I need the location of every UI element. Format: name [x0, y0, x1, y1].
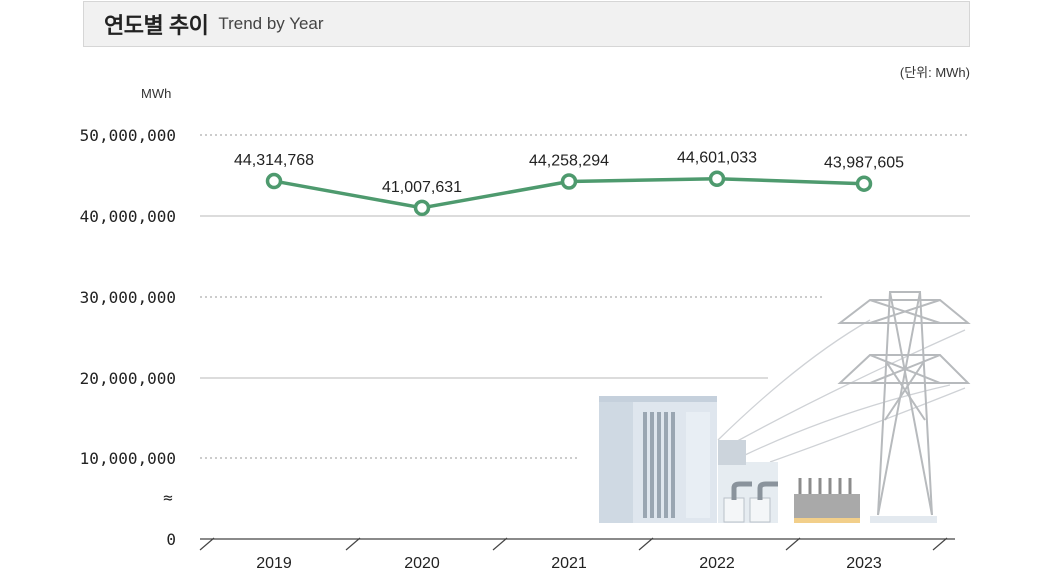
x-axis-divider — [638, 537, 654, 551]
data-point — [560, 173, 578, 190]
x-axis-divider — [199, 537, 215, 551]
y-axis-unit: MWh — [141, 86, 172, 101]
y-tick-label: 40,000,000 — [80, 207, 176, 226]
y-tick-label: 30,000,000 — [80, 288, 176, 307]
x-category-label: 2021 — [551, 555, 587, 572]
x-category-label: 2023 — [846, 555, 882, 572]
y-tick-label: 10,000,000 — [80, 449, 176, 468]
unit-note: (단위: MWh) — [899, 65, 970, 80]
x-axis-divider — [345, 537, 361, 551]
chart-title-korean: 연도별 추이 — [104, 13, 209, 38]
chart-header: 연도별 추이 Trend by Year — [83, 1, 970, 47]
data-point — [265, 172, 283, 190]
y-tick-label: 0 — [166, 530, 176, 549]
axis-break-symbol: ≈ — [163, 488, 173, 507]
y-tick-label: 50,000,000 — [80, 126, 176, 145]
data-label: 44,601,033 — [677, 150, 757, 167]
data-point — [708, 170, 726, 187]
x-axis-divider — [932, 537, 948, 551]
y-tick-label: 20,000,000 — [80, 369, 176, 388]
x-category-label: 2020 — [404, 555, 440, 572]
data-point — [855, 175, 873, 192]
x-axis-divider — [492, 537, 508, 551]
x-category-label: 2022 — [699, 555, 735, 572]
data-label: 44,314,768 — [234, 152, 314, 169]
power-substation-illustration — [599, 291, 971, 523]
x-category-label: 2019 — [256, 555, 292, 572]
data-point — [413, 199, 431, 217]
data-label: 44,258,294 — [529, 153, 609, 170]
chart-title-english: Trend by Year — [218, 14, 324, 33]
data-label: 43,987,605 — [824, 155, 904, 172]
data-label: 41,007,631 — [382, 179, 462, 196]
x-axis-divider — [785, 537, 801, 551]
